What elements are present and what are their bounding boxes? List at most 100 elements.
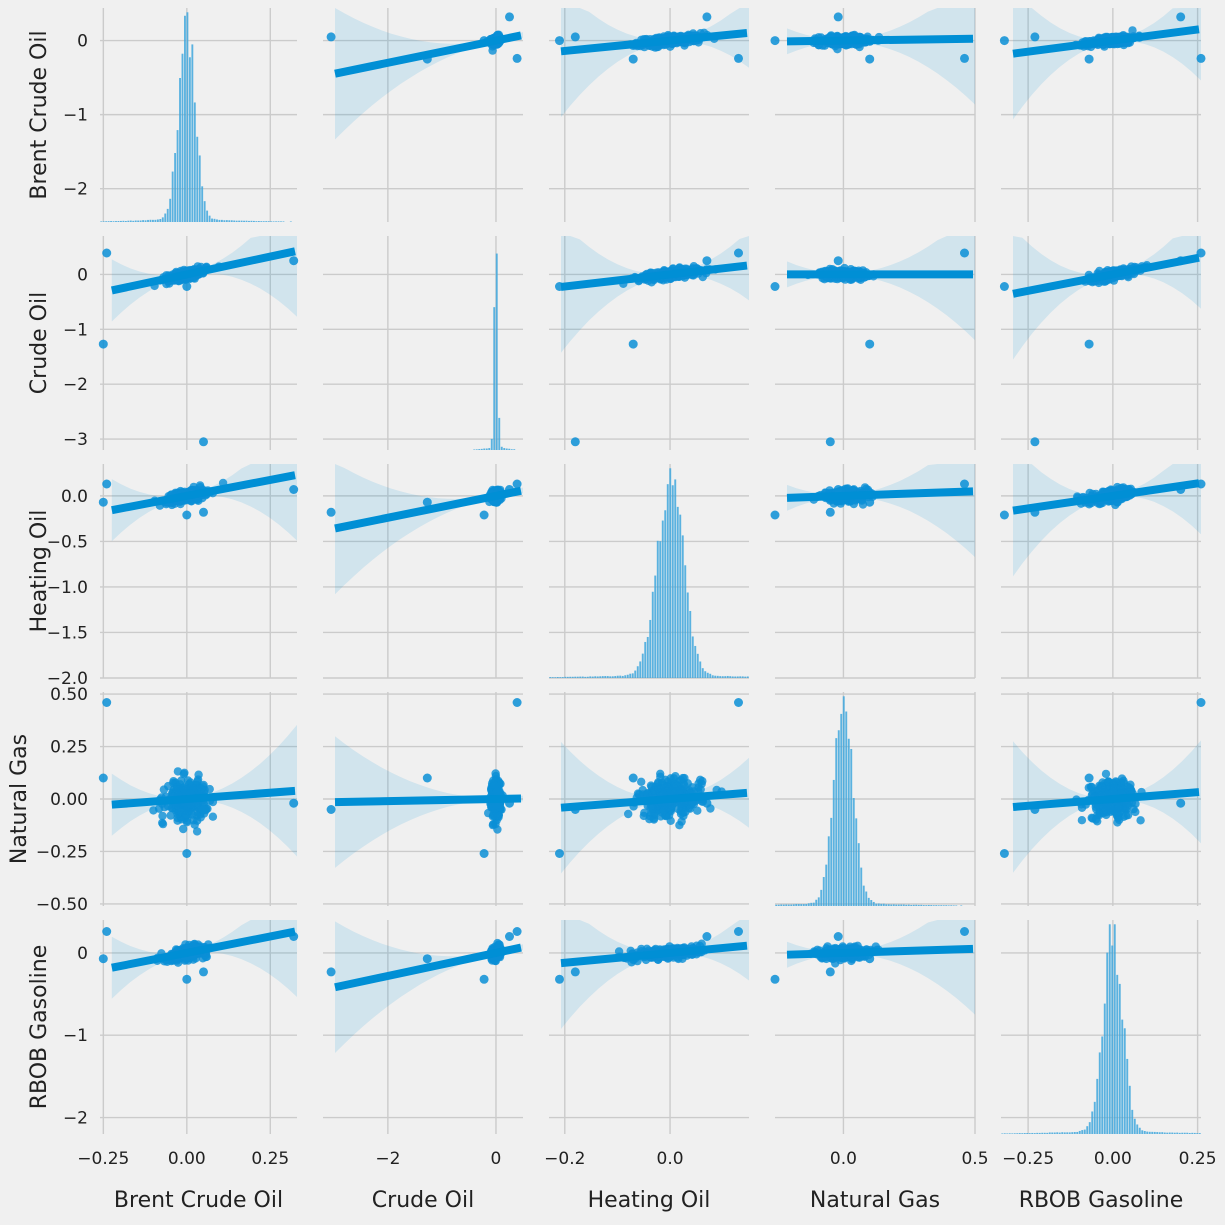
hist-bar (576, 676, 579, 678)
hist-bar (631, 673, 634, 678)
scatter-point (491, 769, 500, 778)
hist-bar (775, 904, 778, 906)
scatter-point (488, 812, 497, 821)
hist-bar (478, 449, 481, 450)
panel-4-1 (323, 920, 523, 1134)
scatter-point (102, 698, 112, 707)
scatter-point (1114, 803, 1123, 813)
scatter-point (770, 282, 780, 291)
hist-bar (664, 510, 667, 678)
scatter-point (182, 510, 192, 520)
scatter-point (833, 256, 843, 266)
scatter-point (1091, 815, 1101, 824)
hist-bar (960, 905, 963, 906)
hist-bar (634, 670, 637, 678)
hist-bar (117, 221, 120, 222)
hist-bar (654, 575, 657, 678)
hist-bar (139, 220, 142, 222)
hist-bar (198, 155, 201, 222)
panel-0-0 (100, 8, 297, 223)
hist-bar (917, 904, 920, 906)
hist-bar (905, 904, 908, 906)
scatter-point (637, 777, 646, 786)
hist-bar (952, 905, 955, 906)
hist-bar (795, 903, 798, 906)
hist-bar (704, 671, 707, 678)
scatter-point (555, 36, 564, 46)
hist-bar (581, 676, 584, 678)
hist-bar (127, 220, 130, 222)
regression-line (1012, 253, 1200, 298)
confidence-band (111, 236, 297, 322)
panel-3-1 (323, 692, 523, 906)
scatter-point (1196, 698, 1206, 707)
hist-bar (250, 220, 253, 222)
scatter-point (1121, 811, 1131, 820)
panel-1-2 (549, 236, 749, 450)
hist-bar (166, 208, 169, 222)
hist-bar (679, 514, 682, 678)
scatter-point (650, 786, 659, 795)
hist-bar (277, 221, 280, 222)
hist-bar (729, 676, 732, 678)
panel-0-4 (999, 8, 1206, 222)
hist-bar (847, 738, 850, 906)
scatter-point (1176, 798, 1186, 808)
scatter-point (102, 248, 112, 258)
scatter-point (1131, 807, 1140, 817)
scatter-point (833, 12, 843, 22)
hist-bar (609, 676, 612, 678)
scatter-point (734, 698, 743, 707)
hist-bar (802, 904, 805, 906)
hist-bar (877, 903, 880, 906)
hist-bar (115, 221, 117, 222)
hist-bar (736, 676, 739, 678)
hist-bar (950, 905, 953, 906)
hist-bar (179, 78, 181, 222)
hist-bar (734, 676, 737, 678)
panel-0-1 (323, 8, 523, 222)
hist-bar (671, 485, 674, 678)
hist-bar (611, 676, 614, 678)
hist-bar (932, 905, 935, 906)
scatter-point (1030, 437, 1040, 447)
confidence-band (787, 8, 975, 105)
panel-4-0 (98, 920, 299, 1134)
scatter-point (1113, 818, 1122, 827)
hist-bar (275, 221, 277, 222)
hist-bar (902, 904, 905, 906)
confidence-band (787, 464, 975, 558)
hist-bar (169, 198, 172, 222)
hist-bar (785, 904, 788, 906)
hist-bar (490, 438, 493, 450)
scatter-point (648, 804, 657, 813)
scatter-point (479, 849, 489, 858)
hist-bar (503, 448, 506, 450)
scatter-point (628, 339, 638, 349)
hist-bar (706, 672, 709, 678)
scatter-point (1113, 498, 1122, 507)
regression-line (334, 31, 522, 78)
hist-bar (147, 219, 149, 222)
scatter-point (640, 808, 649, 817)
hist-bar (248, 220, 250, 222)
hist-bar (176, 130, 179, 222)
hist-bar (666, 484, 669, 678)
hist-bar (594, 676, 597, 678)
hist-bar (149, 219, 152, 222)
scatter-point (858, 500, 868, 509)
hist-bar (500, 446, 503, 450)
hist-bar (186, 12, 189, 223)
scatter-point (555, 849, 564, 858)
scatter-point (102, 927, 112, 936)
hist-bar (596, 676, 599, 678)
hist-bar (681, 535, 684, 678)
hist-bar (513, 449, 516, 450)
scatter-point (158, 811, 167, 821)
regression-line (1012, 479, 1200, 515)
regression-line (111, 471, 296, 515)
scatter-point (199, 805, 208, 814)
confidence-band (1013, 464, 1201, 577)
hist-bar (746, 676, 749, 678)
hist-bar (870, 900, 873, 906)
